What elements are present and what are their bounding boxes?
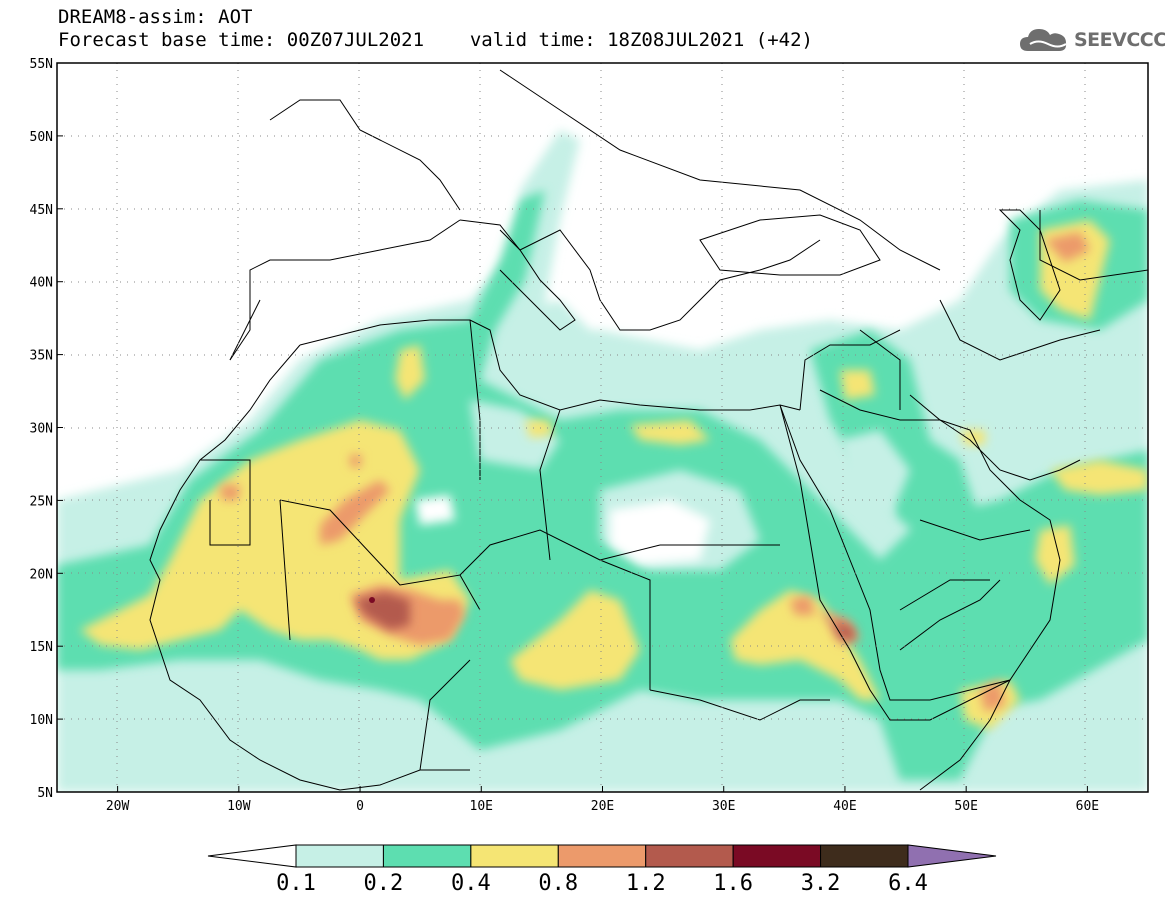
lon-tick-label: 10W — [227, 799, 251, 814]
lon-tick-label: 10E — [470, 799, 493, 814]
colorbar-bin — [557, 844, 647, 868]
graticule — [57, 63, 1148, 792]
lon-tick-label: 40E — [833, 799, 856, 814]
lat-tick-label: 30N — [30, 422, 53, 437]
cloud-icon — [1020, 29, 1067, 51]
lon-tick-label: 20E — [591, 799, 614, 814]
seevccc-logo: SEEVCCC — [1018, 22, 1165, 58]
lon-tick-label: 0 — [356, 799, 364, 814]
lon-tick-label: 50E — [954, 799, 977, 814]
time-info: Forecast base time: 00Z07JUL2021 valid t… — [58, 29, 813, 51]
coastlines — [149, 69, 1148, 791]
colorbar — [207, 844, 997, 868]
lat-tick-label: 10N — [30, 713, 53, 728]
lon-tick-label: 60E — [1076, 799, 1099, 814]
chart-title: DREAM8-assim: AOT — [58, 6, 253, 28]
colorbar-label: 3.2 — [800, 871, 841, 896]
colorbar-label: 1.6 — [713, 871, 754, 896]
colorbar-high-extend — [907, 844, 997, 868]
colorbar-label: 0.4 — [450, 871, 491, 896]
lon-tick-label: 20W — [106, 799, 130, 814]
colorbar-bin — [295, 844, 384, 868]
lat-tick-label: 45N — [30, 203, 53, 218]
colorbar-bin — [732, 844, 822, 868]
lat-tick-label: 20N — [30, 567, 53, 582]
colorbar-bin — [645, 844, 734, 868]
colorbar-bin — [820, 844, 909, 868]
lat-tick-labels: 5N 10N 15N 20N 25N 30N 35N 40N 45N 50N 55N — [30, 57, 53, 801]
colorbar-low-extend — [207, 844, 297, 868]
aot-1.2-1.6-region — [355, 592, 855, 642]
lat-tick-label: 25N — [30, 494, 53, 509]
colorbar-bin — [382, 844, 472, 868]
colorbar-label: 6.4 — [888, 871, 928, 896]
colorbar-bin — [470, 844, 559, 868]
lat-tick-label: 5N — [37, 786, 53, 801]
colorbar-label: 0.2 — [363, 871, 404, 896]
colorbar-label: 1.2 — [625, 871, 666, 896]
lat-tick-label: 40N — [30, 276, 53, 291]
tick-marks — [57, 62, 1088, 793]
colorbar-label: 0.8 — [538, 871, 579, 896]
colorbar-label: 0.1 — [276, 871, 316, 896]
aot-field — [57, 63, 1148, 792]
lat-tick-label: 15N — [30, 640, 53, 655]
lat-tick-label: 55N — [30, 57, 53, 72]
lon-tick-labels: 20W 10W 0 10E 20E 30E 40E 50E 60E — [106, 799, 1099, 814]
aot-1.6-3.2-region — [369, 597, 375, 603]
lat-tick-label: 50N — [30, 130, 53, 145]
base-time: Forecast base time: 00Z07JUL2021 — [58, 29, 425, 51]
logo-text: SEEVCCC — [1074, 29, 1165, 51]
valid-time: valid time: 18Z08JUL2021 (+42) — [469, 29, 813, 51]
lon-tick-label: 30E — [712, 799, 735, 814]
lat-tick-label: 35N — [30, 349, 53, 364]
